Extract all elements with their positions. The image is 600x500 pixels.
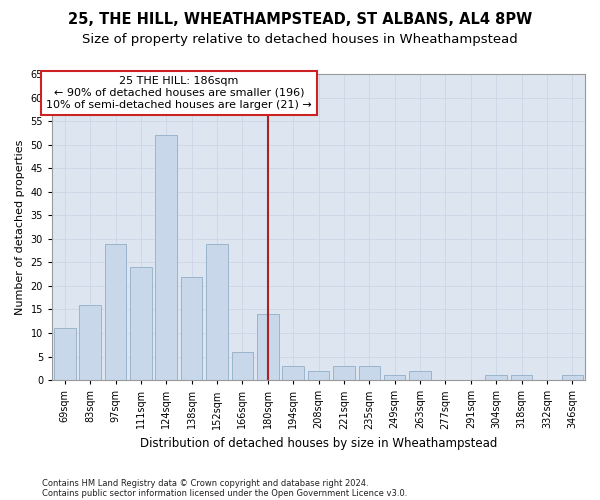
Bar: [181, 276, 202, 380]
Bar: [155, 135, 177, 380]
Bar: [105, 244, 127, 380]
Bar: [308, 370, 329, 380]
X-axis label: Distribution of detached houses by size in Wheathampstead: Distribution of detached houses by size …: [140, 437, 497, 450]
Bar: [54, 328, 76, 380]
Bar: [359, 366, 380, 380]
Bar: [333, 366, 355, 380]
Bar: [232, 352, 253, 380]
Text: Contains public sector information licensed under the Open Government Licence v3: Contains public sector information licen…: [42, 488, 407, 498]
Text: Contains HM Land Registry data © Crown copyright and database right 2024.: Contains HM Land Registry data © Crown c…: [42, 478, 368, 488]
Bar: [206, 244, 228, 380]
Bar: [511, 376, 532, 380]
Bar: [257, 314, 278, 380]
Bar: [485, 376, 507, 380]
Y-axis label: Number of detached properties: Number of detached properties: [15, 140, 25, 315]
Bar: [409, 370, 431, 380]
Bar: [384, 376, 406, 380]
Bar: [130, 267, 152, 380]
Bar: [562, 376, 583, 380]
Bar: [283, 366, 304, 380]
Text: Size of property relative to detached houses in Wheathampstead: Size of property relative to detached ho…: [82, 32, 518, 46]
Bar: [79, 305, 101, 380]
Text: 25 THE HILL: 186sqm
← 90% of detached houses are smaller (196)
10% of semi-detac: 25 THE HILL: 186sqm ← 90% of detached ho…: [46, 76, 312, 110]
Text: 25, THE HILL, WHEATHAMPSTEAD, ST ALBANS, AL4 8PW: 25, THE HILL, WHEATHAMPSTEAD, ST ALBANS,…: [68, 12, 532, 28]
